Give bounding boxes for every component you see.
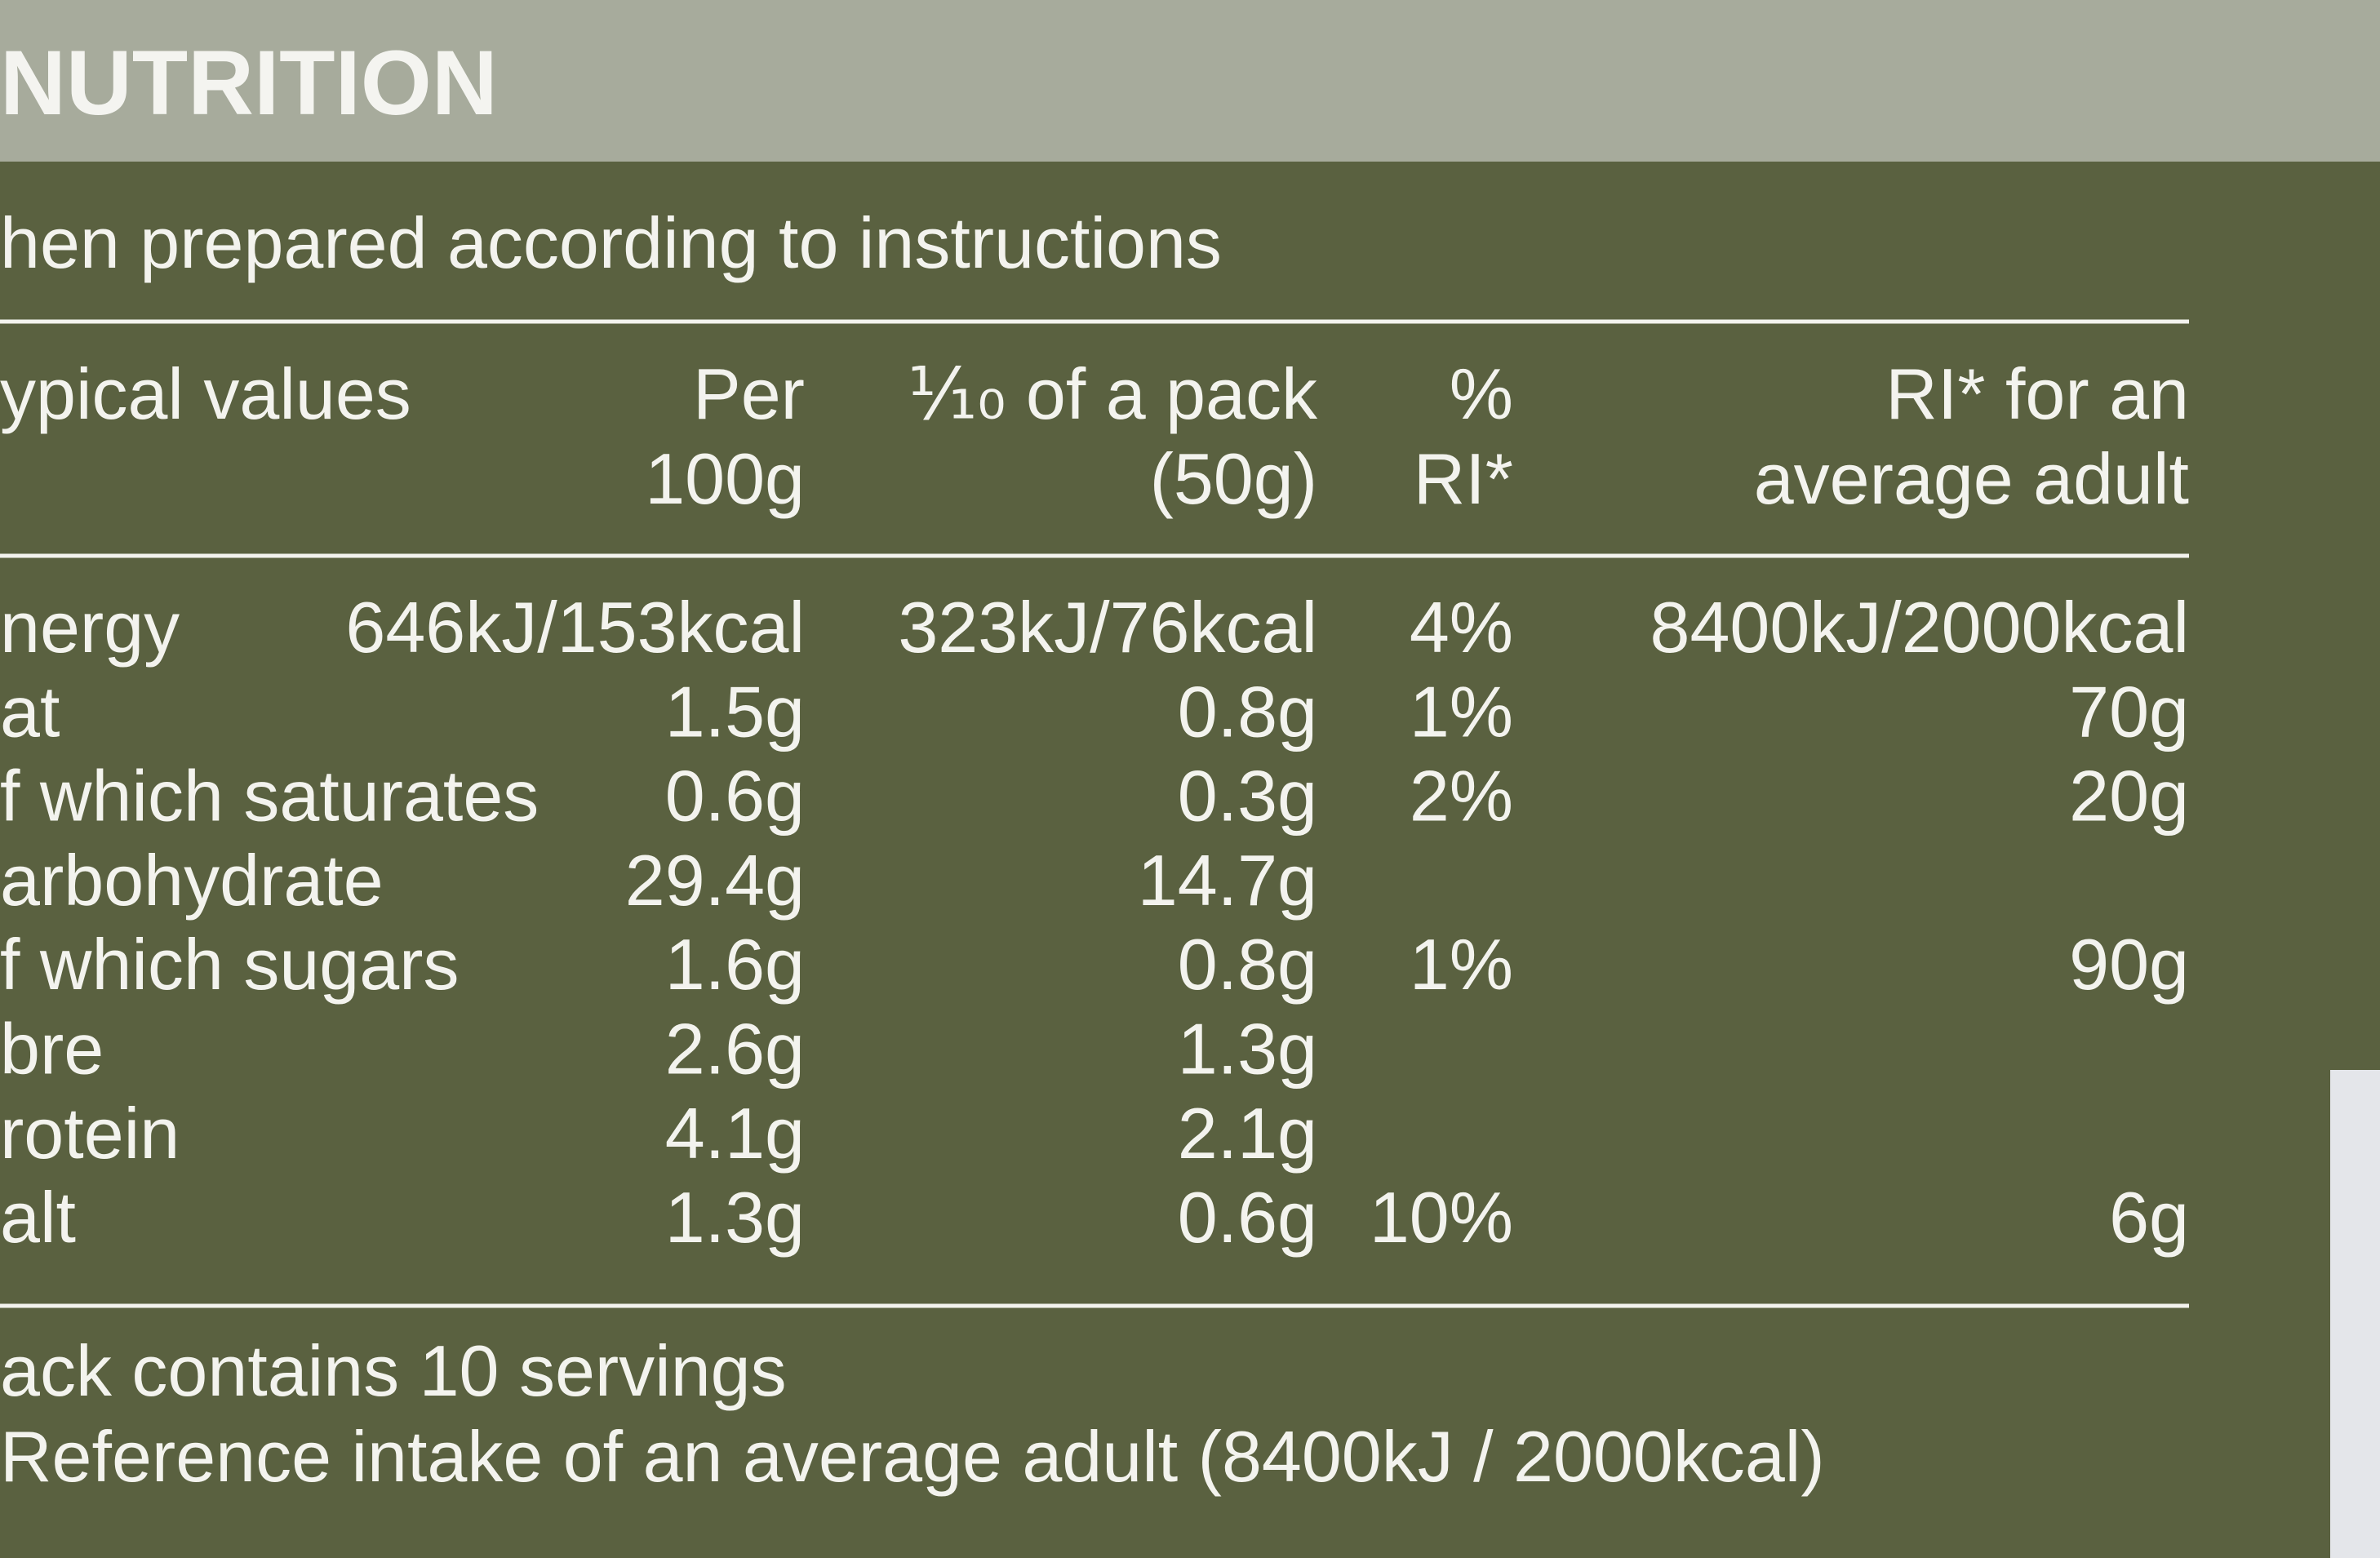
footnote: Reference intake of an average adult (84… <box>0 1416 1825 1497</box>
cell: 646kJ/153kcal <box>345 587 805 668</box>
row-label: alt <box>0 1177 76 1258</box>
subtitle: hen prepared according to instructions <box>0 202 1222 283</box>
row-label: f which saturates <box>0 756 539 837</box>
cell: 0.3g <box>1178 756 1317 837</box>
cell: 10% <box>1370 1177 1513 1258</box>
cell: 1% <box>1410 924 1513 1005</box>
cell: 1.5g <box>665 671 805 752</box>
row-label: bre <box>0 1009 104 1090</box>
cell: 1.3g <box>1178 1009 1317 1090</box>
column-header: ypical values <box>0 353 411 434</box>
cell: 1.6g <box>665 924 805 1005</box>
title: NUTRITION <box>0 32 498 134</box>
cell: 14.7g <box>1138 840 1317 921</box>
cell: 2% <box>1410 756 1513 837</box>
panel <box>0 162 2380 1558</box>
column-header: average adult <box>1754 438 2189 519</box>
cell: 0.8g <box>1178 671 1317 752</box>
cell: 20g <box>2069 756 2189 837</box>
cell: 1.3g <box>665 1177 805 1258</box>
cell: 6g <box>2109 1177 2189 1258</box>
background-edge <box>2330 1070 2380 1558</box>
footnote: ack contains 10 servings <box>0 1330 787 1411</box>
cell: 4% <box>1410 587 1513 668</box>
column-header: ⅒ of a pack <box>908 353 1318 434</box>
row-label: rotein <box>0 1093 180 1174</box>
cell: 2.6g <box>665 1009 805 1090</box>
cell: 1% <box>1410 671 1513 752</box>
cell: 2.1g <box>1178 1093 1317 1174</box>
cell: 0.8g <box>1178 924 1317 1005</box>
cell: 4.1g <box>665 1093 805 1174</box>
cell: 90g <box>2069 924 2189 1005</box>
cell: 0.6g <box>1178 1177 1317 1258</box>
column-header: RI* <box>1414 438 1513 519</box>
row-label: f which sugars <box>0 924 459 1005</box>
cell: 29.4g <box>625 840 805 921</box>
column-header: 100g <box>645 438 805 519</box>
cell: 0.6g <box>665 756 805 837</box>
cell: 323kJ/76kcal <box>898 587 1317 668</box>
row-label: arbohydrate <box>0 840 384 921</box>
cell: 8400kJ/2000kcal <box>1650 587 2189 668</box>
column-header: % <box>1450 353 1513 434</box>
column-header: RI* for an <box>1885 353 2189 434</box>
column-header: Per <box>693 353 805 434</box>
column-header: (50g) <box>1150 438 1317 519</box>
row-label: at <box>0 671 60 752</box>
cell: 70g <box>2069 671 2189 752</box>
header-band <box>0 0 2380 163</box>
row-label: nergy <box>0 587 180 668</box>
